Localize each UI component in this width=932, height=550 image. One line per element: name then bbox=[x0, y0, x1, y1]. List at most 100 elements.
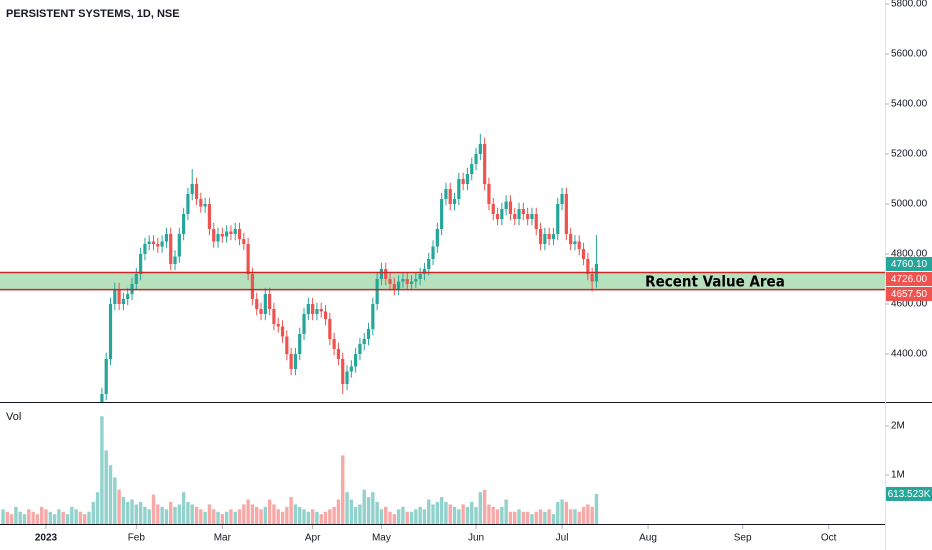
volume-bar bbox=[461, 504, 465, 524]
candle-body bbox=[457, 179, 461, 199]
candle-body bbox=[513, 214, 517, 219]
y-tick-label: 5200.00 bbox=[891, 149, 928, 160]
volume-bar bbox=[113, 477, 117, 524]
volume-bar bbox=[31, 511, 35, 524]
volume-bar bbox=[500, 506, 504, 524]
volume-bar bbox=[91, 501, 96, 524]
volume-bar bbox=[328, 509, 332, 524]
candle-body bbox=[199, 199, 203, 207]
volume-bar bbox=[121, 497, 126, 524]
candle-body bbox=[569, 234, 573, 244]
candle-body bbox=[126, 294, 130, 299]
volume-bar bbox=[418, 506, 422, 524]
volume-bar bbox=[117, 489, 121, 524]
candle-body bbox=[379, 269, 384, 279]
level-box bbox=[886, 286, 932, 301]
x-tick-label: May bbox=[372, 533, 391, 544]
candle-body bbox=[121, 299, 126, 304]
volume-bar bbox=[435, 501, 440, 524]
candle-body bbox=[186, 194, 190, 214]
volume-bar bbox=[530, 514, 534, 524]
volume-bar bbox=[310, 509, 315, 524]
volume-bar bbox=[173, 506, 177, 524]
candle-body bbox=[427, 259, 431, 269]
volume-bar bbox=[44, 509, 48, 524]
volume-bar bbox=[323, 511, 328, 524]
volume-bar bbox=[83, 514, 87, 524]
volume-bar bbox=[444, 501, 448, 524]
x-tick-label: Oct bbox=[821, 533, 837, 544]
candle-body bbox=[177, 234, 181, 257]
volume-bar bbox=[551, 514, 556, 524]
candle-body bbox=[345, 371, 349, 384]
candle-body bbox=[349, 366, 353, 372]
volume-bar bbox=[504, 499, 508, 524]
candle-body bbox=[491, 204, 495, 214]
volume-bar bbox=[9, 514, 14, 524]
volume-bar bbox=[246, 499, 250, 524]
candle-body bbox=[581, 249, 586, 259]
candle-body bbox=[104, 359, 108, 394]
candle-body bbox=[431, 246, 435, 259]
volume-bar bbox=[379, 509, 384, 524]
candle-body bbox=[478, 144, 482, 154]
volume-bar bbox=[409, 511, 414, 524]
volume-bar bbox=[547, 509, 551, 524]
volume-bar bbox=[87, 511, 91, 524]
volume-bar bbox=[474, 506, 478, 524]
candle-body bbox=[371, 304, 375, 329]
candle-body bbox=[534, 214, 538, 229]
candle-body bbox=[538, 229, 543, 244]
candle-body bbox=[422, 269, 427, 274]
candle-body bbox=[543, 234, 547, 244]
volume-bar bbox=[130, 499, 134, 524]
volume-bar bbox=[65, 514, 70, 524]
volume-bar bbox=[229, 509, 233, 524]
candle-body bbox=[250, 274, 255, 299]
candle-body bbox=[207, 204, 212, 229]
candle-body bbox=[530, 214, 534, 219]
volume-bar bbox=[220, 514, 225, 524]
volume-bar bbox=[190, 504, 194, 524]
candle-body bbox=[444, 189, 448, 199]
volume-bar bbox=[366, 497, 371, 524]
candle-body bbox=[285, 336, 289, 354]
candle-body bbox=[272, 309, 276, 324]
volume-bar bbox=[272, 504, 276, 524]
volume-bar bbox=[452, 506, 457, 524]
volume-bar bbox=[242, 504, 246, 524]
volume-bar bbox=[353, 506, 358, 524]
candle-body bbox=[293, 354, 298, 369]
candle-body bbox=[255, 299, 259, 309]
volume-bar bbox=[280, 511, 285, 524]
candle-body bbox=[220, 234, 224, 237]
volume-bar bbox=[319, 514, 323, 524]
volume-bar bbox=[263, 506, 268, 524]
volume-marker-label: 613.523K bbox=[888, 489, 931, 500]
candle-body bbox=[100, 394, 104, 402]
candle-body bbox=[246, 244, 250, 274]
volume-bar bbox=[255, 506, 259, 524]
volume-bar bbox=[392, 514, 397, 524]
level-label: 4657.50 bbox=[891, 289, 928, 300]
volume-bar bbox=[302, 509, 306, 524]
volume-bar bbox=[70, 506, 74, 524]
volume-bar bbox=[341, 455, 345, 524]
volume-bar bbox=[422, 509, 427, 524]
candle-body bbox=[405, 279, 409, 284]
volume-bar bbox=[104, 450, 108, 524]
volume-bar bbox=[560, 499, 564, 524]
volume-bar bbox=[61, 511, 65, 524]
candle-body bbox=[474, 154, 478, 164]
candle-body bbox=[448, 189, 452, 204]
candle-body bbox=[225, 231, 229, 237]
candle-body bbox=[319, 309, 323, 312]
candle-body bbox=[289, 354, 293, 369]
overlay: Recent Value Area bbox=[645, 273, 785, 291]
price-marker-label: 4760.10 bbox=[891, 259, 928, 270]
volume-bar bbox=[194, 506, 199, 524]
candle-body bbox=[259, 309, 263, 314]
volume-bar bbox=[74, 509, 78, 524]
candle-body bbox=[517, 209, 521, 219]
candle-body bbox=[276, 324, 280, 327]
